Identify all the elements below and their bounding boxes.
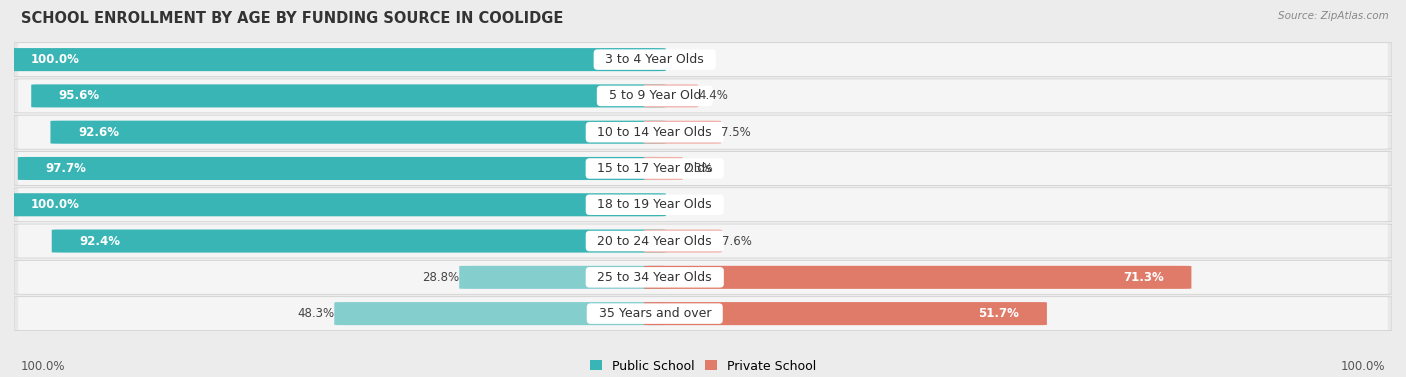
FancyBboxPatch shape	[18, 225, 1388, 257]
Text: 48.3%: 48.3%	[297, 307, 335, 320]
Text: 5 to 9 Year Old: 5 to 9 Year Old	[600, 89, 709, 103]
Text: 100.0%: 100.0%	[21, 360, 66, 373]
Text: 35 Years and over: 35 Years and over	[591, 307, 718, 320]
FancyBboxPatch shape	[14, 188, 1392, 222]
FancyBboxPatch shape	[644, 230, 721, 253]
Text: 92.6%: 92.6%	[77, 126, 120, 139]
FancyBboxPatch shape	[644, 121, 721, 144]
FancyBboxPatch shape	[18, 261, 1388, 294]
FancyBboxPatch shape	[51, 121, 666, 144]
FancyBboxPatch shape	[335, 302, 666, 325]
FancyBboxPatch shape	[52, 230, 666, 253]
FancyBboxPatch shape	[31, 84, 666, 107]
FancyBboxPatch shape	[14, 261, 1392, 294]
FancyBboxPatch shape	[3, 48, 666, 71]
Text: 15 to 17 Year Olds: 15 to 17 Year Olds	[589, 162, 720, 175]
FancyBboxPatch shape	[14, 224, 1392, 258]
FancyBboxPatch shape	[14, 297, 1392, 331]
FancyBboxPatch shape	[14, 115, 1392, 149]
FancyBboxPatch shape	[18, 152, 1388, 185]
Text: Source: ZipAtlas.com: Source: ZipAtlas.com	[1278, 11, 1389, 21]
Text: 100.0%: 100.0%	[31, 198, 80, 211]
FancyBboxPatch shape	[644, 302, 1047, 325]
FancyBboxPatch shape	[18, 297, 1388, 330]
FancyBboxPatch shape	[14, 79, 1392, 113]
FancyBboxPatch shape	[644, 266, 1191, 289]
Text: 7.6%: 7.6%	[721, 234, 752, 248]
Text: 95.6%: 95.6%	[59, 89, 100, 103]
FancyBboxPatch shape	[3, 193, 666, 216]
Text: 20 to 24 Year Olds: 20 to 24 Year Olds	[589, 234, 720, 248]
FancyBboxPatch shape	[18, 80, 1388, 112]
Text: 92.4%: 92.4%	[79, 234, 121, 248]
Text: 10 to 14 Year Olds: 10 to 14 Year Olds	[589, 126, 720, 139]
Text: 4.4%: 4.4%	[699, 89, 728, 103]
Text: 25 to 34 Year Olds: 25 to 34 Year Olds	[589, 271, 720, 284]
FancyBboxPatch shape	[18, 116, 1388, 149]
FancyBboxPatch shape	[460, 266, 666, 289]
FancyBboxPatch shape	[14, 43, 1392, 77]
Text: 2.3%: 2.3%	[683, 162, 713, 175]
Text: 97.7%: 97.7%	[45, 162, 86, 175]
Text: SCHOOL ENROLLMENT BY AGE BY FUNDING SOURCE IN COOLIDGE: SCHOOL ENROLLMENT BY AGE BY FUNDING SOUR…	[21, 11, 564, 26]
Text: 3 to 4 Year Olds: 3 to 4 Year Olds	[598, 53, 713, 66]
FancyBboxPatch shape	[18, 188, 1388, 221]
Text: 28.8%: 28.8%	[422, 271, 460, 284]
Text: 7.5%: 7.5%	[721, 126, 751, 139]
Legend: Public School, Private School: Public School, Private School	[585, 355, 821, 377]
FancyBboxPatch shape	[644, 157, 683, 180]
FancyBboxPatch shape	[14, 152, 1392, 185]
Text: 71.3%: 71.3%	[1123, 271, 1164, 284]
Text: 51.7%: 51.7%	[979, 307, 1019, 320]
FancyBboxPatch shape	[18, 43, 1388, 76]
Text: 100.0%: 100.0%	[31, 53, 80, 66]
FancyBboxPatch shape	[18, 157, 666, 180]
Text: 100.0%: 100.0%	[1340, 360, 1385, 373]
FancyBboxPatch shape	[644, 84, 699, 107]
Text: 18 to 19 Year Olds: 18 to 19 Year Olds	[589, 198, 720, 211]
